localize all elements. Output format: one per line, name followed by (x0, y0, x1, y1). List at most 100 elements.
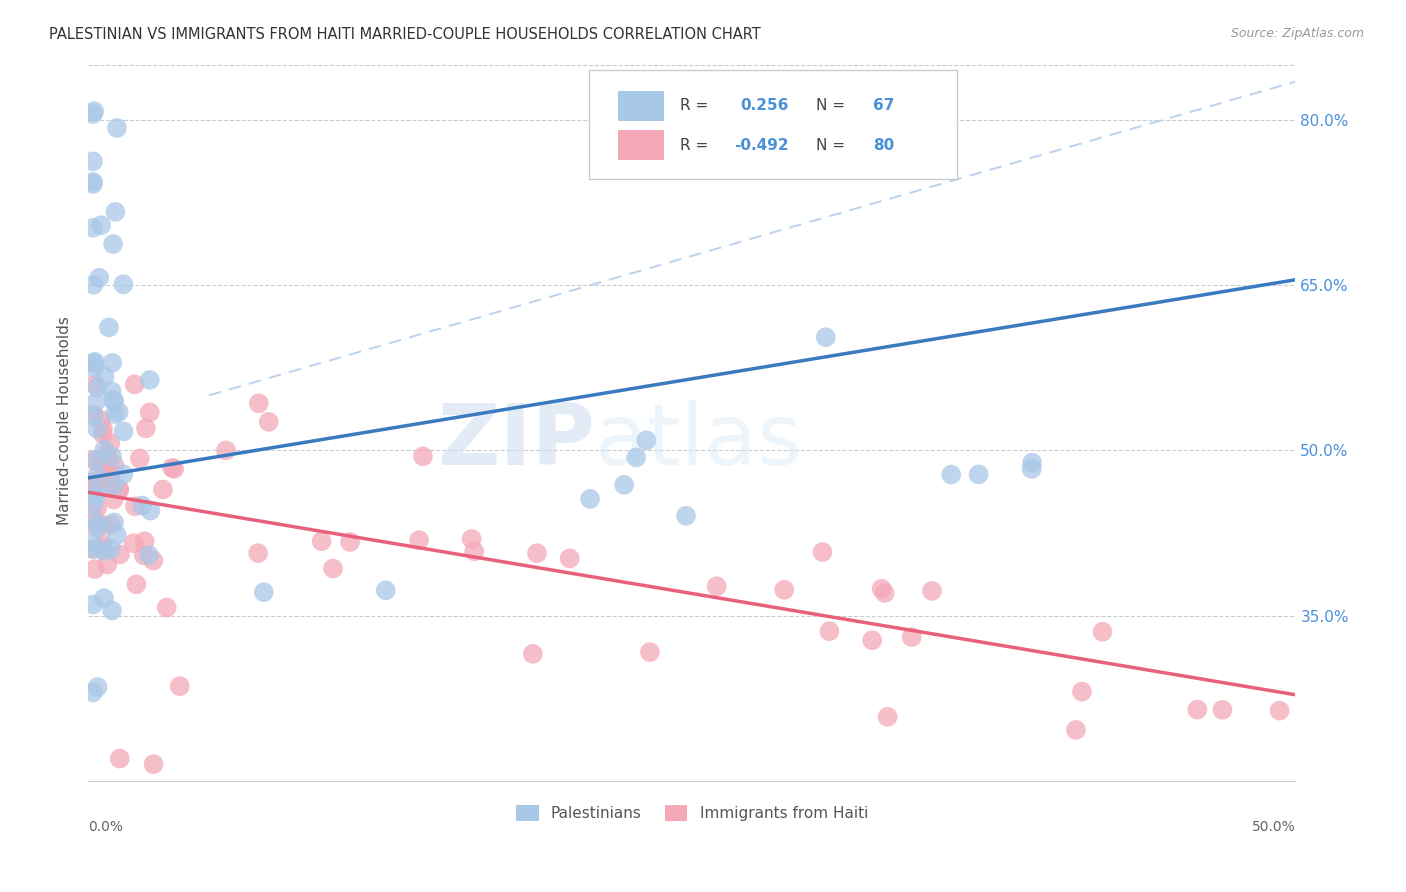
Point (82, 509, 104, 524)
Point (900, 630, 922, 644)
Point (103, 492, 125, 507)
Point (93, 442, 115, 457)
Point (941, 467, 963, 482)
Point (87, 520, 110, 534)
Point (1268, 704, 1291, 718)
Point (1211, 703, 1233, 717)
Text: 50.0%: 50.0% (1251, 821, 1295, 834)
Point (322, 561, 344, 575)
Point (82, 517, 104, 532)
Point (412, 450, 434, 464)
Point (91, 518, 114, 533)
Point (1021, 462, 1043, 476)
Point (100, 517, 122, 532)
Point (108, 483, 131, 497)
Point (82, 277, 104, 292)
Point (873, 586, 896, 600)
Point (638, 645, 661, 659)
Point (131, 499, 153, 513)
Text: 0.256: 0.256 (740, 98, 789, 113)
Point (636, 434, 658, 448)
Point (83, 360, 105, 375)
Point (624, 450, 647, 465)
Text: ZIP: ZIP (437, 401, 595, 483)
Point (108, 548, 131, 562)
Point (100, 541, 122, 556)
Point (82, 541, 104, 556)
Point (112, 277, 135, 292)
Text: R =: R = (679, 137, 713, 153)
Point (82, 356, 104, 370)
Point (82, 598, 104, 612)
Point (96, 558, 118, 572)
FancyBboxPatch shape (619, 130, 664, 161)
Point (83, 562, 105, 576)
Point (311, 534, 333, 549)
Point (101, 237, 124, 252)
Point (105, 528, 128, 542)
Point (138, 405, 160, 419)
Point (101, 603, 124, 617)
Legend: Palestinians, Immigrants from Haiti: Palestinians, Immigrants from Haiti (509, 799, 875, 827)
Point (339, 535, 361, 549)
Point (84, 396, 107, 410)
Point (215, 443, 238, 458)
Point (100, 384, 122, 399)
Point (97, 452, 120, 467)
Point (108, 483, 131, 497)
Point (860, 633, 883, 648)
Point (98, 475, 121, 489)
Point (103, 479, 125, 493)
Point (82, 685, 104, 699)
Point (83, 355, 105, 369)
Point (97, 320, 120, 334)
Text: N =: N = (815, 137, 851, 153)
Point (86, 680, 108, 694)
Point (247, 396, 270, 410)
Point (83, 377, 105, 392)
Point (91, 427, 114, 442)
Point (134, 534, 156, 549)
Point (463, 544, 485, 558)
Point (91, 422, 114, 436)
Point (82, 409, 104, 424)
Point (90, 218, 112, 232)
Point (122, 536, 145, 550)
Point (811, 545, 834, 559)
Point (773, 582, 796, 597)
Point (83, 477, 105, 491)
Point (104, 407, 127, 421)
Text: atlas: atlas (595, 401, 803, 483)
FancyBboxPatch shape (589, 70, 957, 178)
Point (163, 462, 186, 476)
Point (128, 451, 150, 466)
Point (107, 405, 129, 419)
Point (93, 541, 115, 556)
Point (1071, 684, 1094, 698)
Point (83, 104, 105, 119)
Point (706, 579, 728, 593)
Point (101, 393, 124, 408)
Point (124, 377, 146, 392)
Point (82, 175, 104, 189)
Point (156, 600, 179, 615)
Text: 80: 80 (873, 137, 894, 153)
Point (138, 373, 160, 387)
Point (870, 582, 893, 596)
Text: 0.0%: 0.0% (89, 821, 124, 834)
Point (1064, 723, 1087, 737)
Point (82, 107, 104, 121)
Point (135, 421, 157, 435)
Point (103, 394, 125, 409)
Point (82, 154, 104, 169)
Point (1091, 624, 1114, 639)
Point (93, 591, 115, 606)
Point (86, 469, 108, 483)
Point (408, 533, 430, 548)
Point (142, 757, 165, 772)
Point (93, 456, 115, 470)
Text: PALESTINIAN VS IMMIGRANTS FROM HAITI MARRIED-COUPLE HOUSEHOLDS CORRELATION CHART: PALESTINIAN VS IMMIGRANTS FROM HAITI MAR… (49, 27, 761, 42)
Point (84, 452, 107, 467)
Point (83, 408, 105, 422)
Point (613, 477, 636, 491)
